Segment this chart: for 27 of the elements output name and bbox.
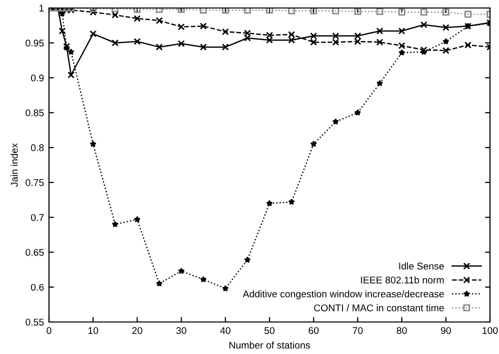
x-tick-label: 30 — [176, 327, 186, 334]
x-tick-label: 40 — [220, 327, 230, 334]
x-tick-label: 50 — [264, 327, 275, 334]
legend-label: Additive congestion window increase/decrease — [242, 290, 444, 300]
y-tick-label: 0.65 — [26, 248, 44, 256]
x-tick-label: 100 — [482, 327, 498, 334]
legend-label: CONTI / MAC in constant time — [314, 304, 444, 312]
y-axis-title: Jain index — [10, 143, 18, 187]
x-tick-label: 90 — [440, 327, 451, 334]
x-tick-label: 20 — [132, 327, 142, 334]
y-tick-label: 1 — [39, 4, 44, 12]
y-tick-label: 0.8 — [31, 144, 44, 152]
x-tick-label: 80 — [396, 327, 407, 334]
y-tick-label: 0.7 — [31, 214, 44, 221]
y-tick-label: 0.6 — [31, 284, 44, 291]
x-tick-label: 60 — [308, 327, 319, 334]
y-tick-label: 0.95 — [26, 40, 44, 47]
x-tick-label: 10 — [88, 327, 98, 334]
y-tick-label: 0.85 — [26, 109, 44, 116]
x-tick-label: 0 — [46, 327, 52, 334]
x-axis-title: Number of stations — [230, 341, 310, 349]
y-tick-label: 0.75 — [26, 179, 44, 186]
y-tick-label: 0.55 — [26, 318, 44, 326]
legend-label: IEEE 802.11b norm — [361, 276, 444, 284]
x-tick-label: 70 — [352, 327, 363, 334]
legend-label: Idle Sense — [399, 262, 444, 270]
y-tick-label: 0.9 — [31, 74, 44, 82]
